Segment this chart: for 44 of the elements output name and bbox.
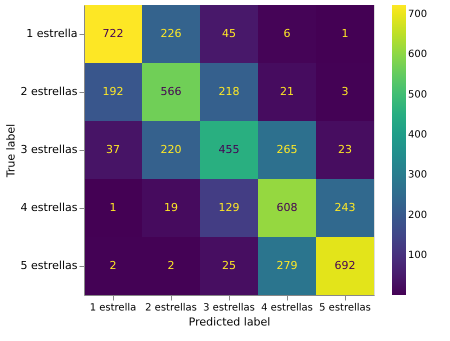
color-bar-label: 300: [408, 170, 428, 181]
color-bar-label: 500: [408, 89, 428, 100]
data-label: 566: [160, 85, 182, 98]
y-tick-label: 2 estrellas: [20, 85, 78, 98]
x-tick-label: 4 estrellas: [261, 302, 313, 314]
data-label: 129: [218, 201, 240, 214]
data-label: 21: [280, 85, 294, 98]
y-tick-label: 4 estrellas: [20, 201, 78, 214]
data-label: 6: [284, 27, 290, 40]
x-tick-label: 3 estrellas: [203, 302, 255, 314]
y-tick-label: 5 estrellas: [20, 259, 78, 272]
data-label: 692: [334, 259, 356, 272]
x-axis-title: Predicted label: [188, 316, 270, 328]
data-label: 218: [218, 85, 240, 98]
data-label: 45: [222, 27, 236, 40]
data-label: 3: [342, 85, 348, 98]
color-bar-label: 700: [408, 8, 428, 20]
data-label: 37: [106, 143, 120, 156]
y-axis-title: True label: [4, 124, 18, 178]
data-label: 192: [102, 85, 124, 98]
data-label: 1: [342, 27, 348, 40]
data-label: 19: [164, 201, 178, 214]
data-label: 243: [334, 201, 356, 214]
color-bar-label: 400: [408, 130, 428, 141]
data-label: 23: [338, 143, 352, 156]
x-tick-label: 1 estrella: [90, 302, 136, 314]
color-bar-label: 200: [408, 210, 428, 221]
color-bar-label: 600: [408, 49, 428, 60]
data-label: 2: [110, 259, 116, 272]
data-label: 455: [218, 143, 240, 156]
data-label: 279: [276, 259, 298, 272]
y-tick-label: 1 estrella: [26, 27, 78, 40]
data-label: 226: [160, 27, 182, 40]
y-tick-label: 3 estrellas: [20, 143, 78, 156]
data-label: 2: [168, 259, 174, 272]
data-label: 25: [222, 259, 236, 272]
data-label: 265: [276, 143, 298, 156]
data-label: 1: [110, 201, 116, 214]
color-bar-label: 100: [408, 250, 428, 262]
x-tick-label: 2 estrellas: [145, 302, 197, 314]
data-label: 722: [102, 27, 124, 40]
data-label: 608: [276, 201, 298, 214]
data-label: 220: [160, 143, 182, 156]
x-tick-label: 5 estrellas: [319, 302, 371, 314]
